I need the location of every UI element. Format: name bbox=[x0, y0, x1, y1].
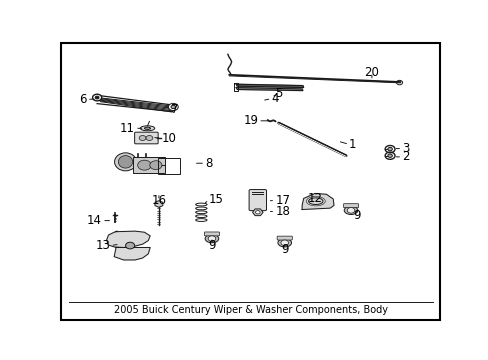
Text: 8: 8 bbox=[205, 157, 212, 170]
Polygon shape bbox=[114, 247, 150, 260]
Circle shape bbox=[149, 161, 162, 170]
Circle shape bbox=[208, 236, 215, 242]
FancyBboxPatch shape bbox=[277, 236, 292, 240]
Circle shape bbox=[95, 96, 99, 99]
Polygon shape bbox=[106, 231, 150, 247]
Ellipse shape bbox=[114, 153, 136, 171]
Text: 2: 2 bbox=[401, 150, 409, 163]
Circle shape bbox=[92, 94, 102, 101]
Text: 18: 18 bbox=[275, 205, 289, 218]
Text: 9: 9 bbox=[208, 239, 215, 252]
Text: 4: 4 bbox=[271, 92, 278, 105]
Circle shape bbox=[168, 103, 178, 111]
Text: 12: 12 bbox=[307, 192, 322, 205]
Ellipse shape bbox=[277, 239, 291, 247]
FancyBboxPatch shape bbox=[133, 157, 165, 174]
Text: 5: 5 bbox=[275, 87, 282, 100]
Circle shape bbox=[387, 154, 391, 157]
Ellipse shape bbox=[205, 234, 218, 243]
Text: 9: 9 bbox=[281, 243, 288, 256]
Ellipse shape bbox=[144, 127, 150, 129]
FancyBboxPatch shape bbox=[204, 232, 219, 236]
FancyBboxPatch shape bbox=[248, 190, 266, 211]
Ellipse shape bbox=[140, 126, 154, 131]
Circle shape bbox=[125, 242, 134, 249]
Ellipse shape bbox=[118, 156, 132, 168]
Text: 14: 14 bbox=[87, 214, 102, 227]
Text: 9: 9 bbox=[352, 208, 360, 221]
Text: 19: 19 bbox=[243, 114, 258, 127]
Circle shape bbox=[280, 240, 288, 246]
Circle shape bbox=[387, 148, 391, 151]
Text: 15: 15 bbox=[208, 193, 224, 206]
FancyBboxPatch shape bbox=[343, 204, 358, 208]
Circle shape bbox=[255, 211, 260, 214]
Text: 16: 16 bbox=[151, 194, 166, 207]
Ellipse shape bbox=[344, 206, 357, 215]
Text: 20: 20 bbox=[364, 66, 379, 79]
Text: 13: 13 bbox=[95, 239, 110, 252]
Text: 6: 6 bbox=[79, 93, 87, 106]
Text: 1: 1 bbox=[348, 138, 356, 151]
Circle shape bbox=[171, 105, 175, 109]
Circle shape bbox=[138, 160, 151, 170]
Text: 7: 7 bbox=[171, 103, 178, 116]
FancyBboxPatch shape bbox=[134, 132, 158, 144]
Text: 17: 17 bbox=[275, 194, 290, 207]
Polygon shape bbox=[236, 84, 303, 87]
Circle shape bbox=[146, 135, 153, 140]
Polygon shape bbox=[236, 87, 302, 91]
Text: 3: 3 bbox=[401, 142, 409, 155]
Text: 2005 Buick Century Wiper & Washer Components, Body: 2005 Buick Century Wiper & Washer Compon… bbox=[113, 305, 387, 315]
Circle shape bbox=[139, 135, 146, 140]
Text: 10: 10 bbox=[161, 131, 176, 144]
Polygon shape bbox=[302, 193, 333, 210]
Circle shape bbox=[346, 208, 354, 213]
Text: 11: 11 bbox=[120, 122, 135, 135]
